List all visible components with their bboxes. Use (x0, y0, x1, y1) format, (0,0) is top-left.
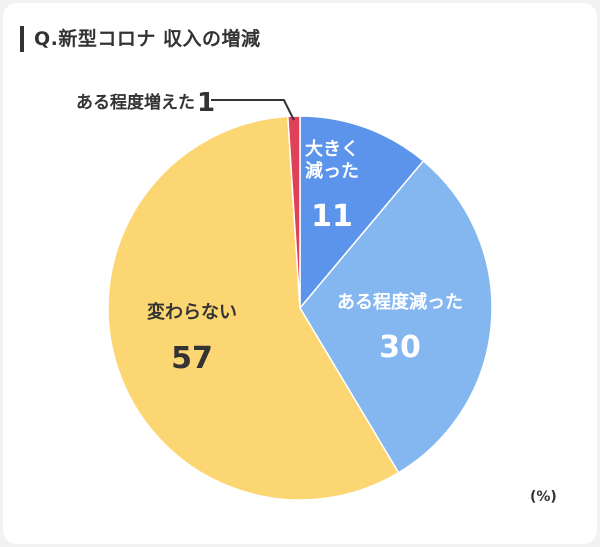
slice-label: 変わらない (147, 301, 237, 323)
slice-label: ある程度増えた (76, 92, 195, 113)
pie-slice (299, 115, 425, 311)
slice-value: 1 (197, 88, 215, 118)
chart-title: Q.新型コロナ 収入の増減 (34, 28, 261, 50)
slice-label: 大きく (305, 138, 359, 160)
pie-slice (107, 115, 400, 501)
slice-label: 減った (305, 160, 359, 182)
unit-label: (%) (530, 489, 557, 505)
pie-slice (287, 115, 301, 309)
title-accent-bar (20, 26, 24, 52)
slice-value: 30 (379, 330, 421, 365)
leader-line (211, 99, 295, 121)
slice-label: ある程度減った (337, 291, 463, 313)
slice-value: 11 (311, 199, 353, 234)
slice-value: 57 (171, 341, 213, 376)
pie-slice (299, 159, 493, 474)
